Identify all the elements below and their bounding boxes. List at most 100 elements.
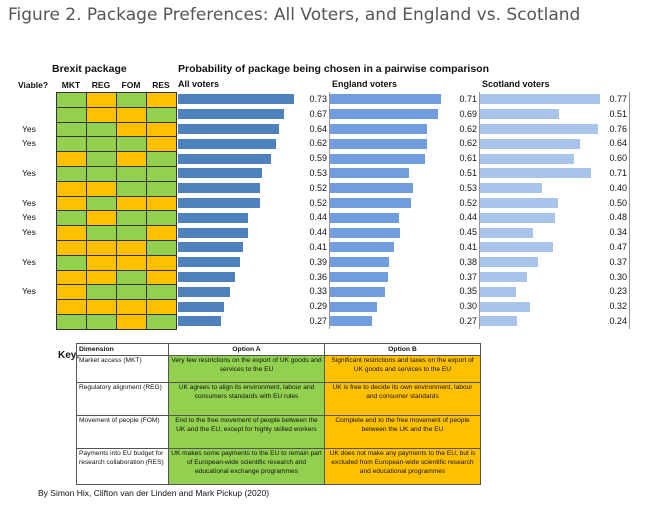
value-label-england: 0.69 [459, 108, 477, 119]
package-cell-fom [116, 136, 147, 153]
package-cell-reg [86, 136, 117, 153]
package-cell-reg [86, 195, 117, 212]
package-cell-res [146, 269, 177, 286]
value-label-scotland: 0.50 [609, 197, 627, 208]
package-cell-fom [116, 210, 147, 227]
package-cell-reg [86, 225, 117, 241]
value-label-scotland: 0.24 [609, 316, 627, 326]
package-cell-mkt [56, 180, 87, 197]
key-dimension-mkt: Market access (MKT) [76, 355, 169, 384]
package-cell-reg [86, 210, 117, 227]
bar-all [178, 109, 285, 120]
package-cell-fom [116, 240, 147, 256]
package-cell-res [146, 180, 177, 197]
package-cell-fom [116, 121, 147, 138]
value-label-england: 0.62 [459, 123, 477, 134]
value-label-all: 0.73 [309, 94, 327, 104]
value-label-england: 0.61 [459, 153, 477, 164]
package-cell-fom [116, 180, 147, 197]
package-cell-fom [116, 195, 147, 212]
value-label-all: 0.39 [309, 256, 327, 267]
bar-england [330, 212, 399, 223]
bar-scotland [480, 183, 543, 194]
key-option-b-mkt: Significant restrictions and taxes on th… [324, 355, 481, 384]
res-header: RES [152, 80, 170, 90]
value-label-england: 0.27 [459, 316, 477, 326]
value-label-all: 0.52 [309, 182, 327, 193]
package-cell-mkt [56, 166, 87, 182]
key-header-option-a: Option A [168, 342, 325, 357]
value-label-england: 0.41 [459, 242, 477, 252]
package-cell-mkt [56, 210, 87, 227]
value-label-england: 0.38 [459, 256, 477, 267]
bar-england [330, 242, 394, 253]
bar-all [178, 124, 280, 134]
bar-scotland [480, 212, 555, 223]
package-cell-res [146, 92, 177, 108]
value-label-all: 0.44 [309, 212, 327, 223]
viable-label: Yes [22, 256, 36, 267]
key-option-b-reg: UK is free to decide its own environment… [324, 382, 481, 417]
package-cell-mkt [56, 225, 87, 241]
viable-label: Yes [22, 212, 36, 223]
value-label-england: 0.52 [459, 197, 477, 208]
value-label-england: 0.53 [459, 182, 477, 193]
value-label-scotland: 0.64 [609, 138, 627, 149]
panel-scotland [480, 92, 630, 329]
bar-all [178, 183, 261, 194]
bar-england [330, 257, 390, 268]
mkt-header: MKT [61, 80, 81, 90]
bar-all [178, 198, 261, 208]
bar-england [330, 286, 385, 297]
bar-all [178, 316, 221, 327]
value-label-england: 0.62 [459, 138, 477, 149]
byline: By Simon Hix, Clifton van der Linden and… [38, 488, 270, 498]
package-cell-res [146, 210, 177, 227]
package-cell-fom [116, 92, 147, 108]
bar-england [330, 94, 441, 105]
bar-scotland [480, 153, 574, 164]
value-label-all: 0.33 [309, 286, 327, 297]
bar-scotland [480, 286, 516, 297]
package-cell-reg [86, 314, 117, 330]
package-cell-fom [116, 284, 147, 301]
value-label-all: 0.41 [309, 242, 327, 252]
bar-all [178, 272, 236, 282]
panel-all [178, 92, 330, 329]
package-cell-mkt [56, 240, 87, 256]
key-table: Dimension Option A Option B Market acces… [76, 342, 481, 486]
package-cell-reg [86, 180, 117, 197]
bar-scotland [480, 168, 591, 179]
value-label-england: 0.45 [459, 227, 477, 238]
value-label-all: 0.27 [309, 316, 327, 326]
value-label-england: 0.71 [459, 94, 477, 104]
value-label-all: 0.53 [309, 168, 327, 178]
value-label-scotland: 0.77 [609, 94, 627, 104]
bar-all [178, 242, 243, 253]
panel-england [330, 92, 480, 329]
package-cell-reg [86, 166, 117, 182]
key-option-b-res: UK does not make any payments to the EU,… [324, 448, 481, 486]
bar-all [178, 301, 224, 312]
key-dimension-fom: Movement of people (FOM) [76, 415, 169, 450]
package-cell-res [146, 254, 177, 271]
key-header-dimension: Dimension [76, 342, 169, 357]
bar-england [330, 301, 377, 312]
bar-england [330, 153, 426, 164]
package-cell-mkt [56, 299, 87, 315]
value-label-scotland: 0.40 [609, 182, 627, 193]
bar-scotland [480, 198, 558, 208]
package-cell-reg [86, 240, 117, 256]
key-option-a-fom: End to the free movement of people betwe… [168, 415, 325, 450]
value-label-scotland: 0.32 [609, 301, 627, 312]
package-cell-mkt [56, 121, 87, 138]
bar-england [330, 272, 388, 282]
package-cell-reg [86, 299, 117, 315]
package-cell-reg [86, 284, 117, 301]
value-label-england: 0.51 [459, 168, 477, 178]
bar-england [330, 138, 427, 149]
panel-title-all: All voters [178, 79, 220, 89]
bar-all [178, 168, 262, 179]
package-cell-fom [116, 299, 147, 315]
value-label-scotland: 0.60 [609, 153, 627, 164]
